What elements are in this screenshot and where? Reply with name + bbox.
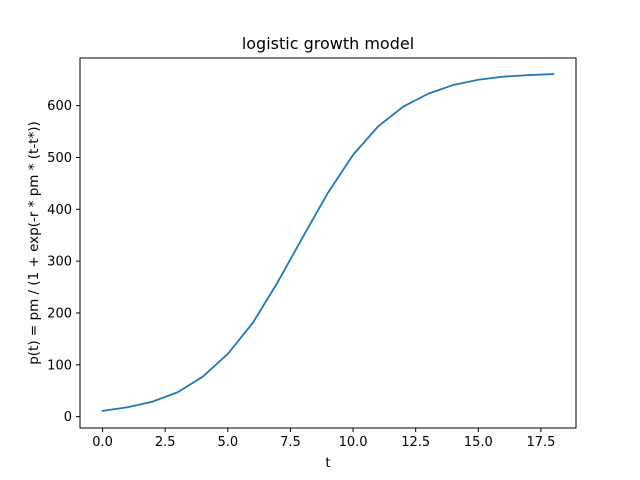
chart-title: logistic growth model: [242, 34, 414, 53]
plot-area: [80, 58, 576, 428]
y-tick-label: 400: [47, 203, 72, 218]
y-tick-label: 600: [47, 99, 72, 114]
x-axis-ticks: 0.0 2.5 5.0 7.5 10.0 12.5 15.0 17.5: [92, 428, 555, 450]
x-tick-label: 0.0: [92, 435, 113, 450]
y-tick-label: 100: [47, 358, 72, 373]
x-tick-label: 7.5: [280, 435, 301, 450]
y-axis-ticks: 0 100 200 300 400 500 600: [47, 99, 80, 425]
x-tick-label: 2.5: [155, 435, 176, 450]
x-tick-label: 5.0: [217, 435, 238, 450]
y-axis-label: p(t) = pm / (1 + exp(-r * pm * (t-t*)): [26, 121, 42, 365]
x-tick-label: 10.0: [339, 435, 368, 450]
series-layer: [101, 73, 555, 412]
y-tick-label: 500: [47, 151, 72, 166]
x-tick-label: 15.0: [464, 435, 493, 450]
y-tick-label: 300: [47, 255, 72, 270]
x-tick-label: 17.5: [526, 435, 555, 450]
y-tick-label: 200: [47, 306, 72, 321]
y-tick-label: 0: [64, 410, 72, 425]
series-line: [101, 73, 555, 412]
x-tick-label: 12.5: [401, 435, 430, 450]
x-axis-label: t: [325, 455, 330, 471]
plot-frame: [79, 57, 577, 429]
